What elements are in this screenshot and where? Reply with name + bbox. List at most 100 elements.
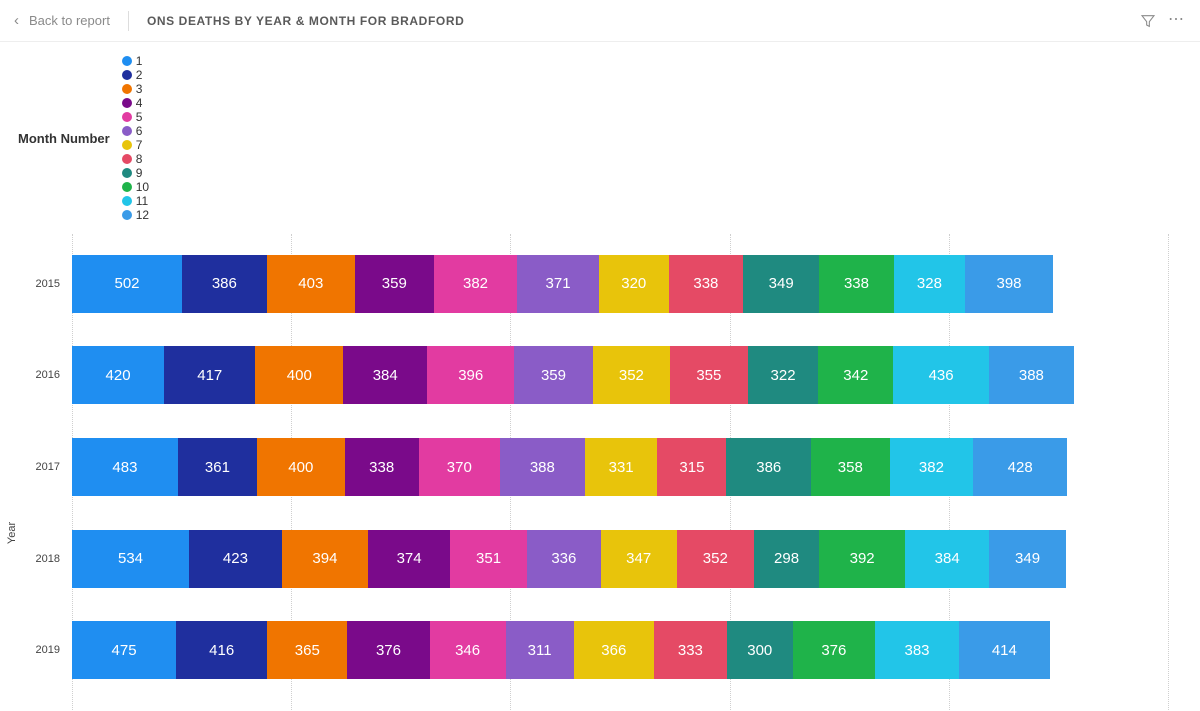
bar-segment[interactable]: 370 [419, 438, 500, 496]
legend-item-1[interactable]: 1 [122, 54, 149, 68]
bar-row: 502386403359382371320338349338328398 [72, 255, 1168, 313]
bar-segment[interactable]: 386 [182, 255, 267, 313]
bar-segment[interactable]: 502 [72, 255, 182, 313]
bar-segment[interactable]: 366 [574, 621, 654, 679]
bar-segment[interactable]: 428 [973, 438, 1067, 496]
bar-segment[interactable]: 374 [368, 530, 450, 588]
bar-segment[interactable]: 349 [989, 530, 1066, 588]
bar-segment[interactable]: 355 [670, 346, 748, 404]
legend-item-label: 10 [136, 180, 149, 194]
bar-segment[interactable]: 475 [72, 621, 176, 679]
legend: Month Number 123456789101112 [0, 42, 1200, 226]
bars: 5023864033593823713203383493383283984204… [72, 234, 1168, 711]
bar-segment[interactable]: 300 [727, 621, 793, 679]
bar-segment[interactable]: 338 [819, 255, 893, 313]
bar-segment[interactable]: 376 [793, 621, 875, 679]
bar-segment[interactable]: 423 [189, 530, 282, 588]
bar-segment[interactable]: 358 [811, 438, 889, 496]
bar-segment[interactable]: 396 [427, 346, 514, 404]
bar-segment[interactable]: 361 [178, 438, 257, 496]
legend-item-6[interactable]: 6 [122, 124, 149, 138]
legend-item-7[interactable]: 7 [122, 138, 149, 152]
legend-item-label: 4 [136, 96, 143, 110]
legend-swatch-icon [122, 98, 132, 108]
bar-segment[interactable]: 351 [450, 530, 527, 588]
bar-segment[interactable]: 359 [355, 255, 434, 313]
bar-segment[interactable]: 328 [894, 255, 966, 313]
bar-segment[interactable]: 338 [345, 438, 419, 496]
bar-segment[interactable]: 414 [959, 621, 1050, 679]
bar-segment[interactable]: 352 [677, 530, 754, 588]
bar-segment[interactable]: 342 [818, 346, 893, 404]
legend-item-8[interactable]: 8 [122, 152, 149, 166]
bar-segment[interactable]: 420 [72, 346, 164, 404]
legend-item-11[interactable]: 11 [122, 194, 149, 208]
page-title: ONS DEATHS BY YEAR & MONTH FOR BRADFORD [147, 14, 464, 28]
bar-segment[interactable]: 359 [514, 346, 593, 404]
bar-segment[interactable]: 336 [527, 530, 601, 588]
bar-segment[interactable]: 403 [267, 255, 355, 313]
legend-item-label: 9 [136, 166, 143, 180]
bar-segment[interactable]: 298 [754, 530, 819, 588]
legend-swatch-icon [122, 182, 132, 192]
legend-item-5[interactable]: 5 [122, 110, 149, 124]
bar-segment[interactable]: 371 [517, 255, 598, 313]
bar-segment[interactable]: 382 [890, 438, 974, 496]
bar-segment[interactable]: 400 [257, 438, 345, 496]
legend-swatch-icon [122, 140, 132, 150]
legend-item-3[interactable]: 3 [122, 82, 149, 96]
bar-segment[interactable]: 384 [343, 346, 427, 404]
bar-segment[interactable]: 320 [599, 255, 669, 313]
legend-item-4[interactable]: 4 [122, 96, 149, 110]
y-category-label: 2015 [16, 255, 72, 313]
bar-segment[interactable]: 346 [430, 621, 506, 679]
bar-segment[interactable]: 417 [164, 346, 255, 404]
bar-segment[interactable]: 322 [748, 346, 819, 404]
y-category-label: 2016 [16, 346, 72, 404]
more-options-icon[interactable]: ⋯ [1168, 9, 1186, 33]
legend-swatch-icon [122, 168, 132, 178]
bar-segment[interactable]: 394 [282, 530, 368, 588]
legend-swatch-icon [122, 210, 132, 220]
bar-segment[interactable]: 349 [743, 255, 820, 313]
legend-item-10[interactable]: 10 [122, 180, 149, 194]
legend-swatch-icon [122, 70, 132, 80]
bar-segment[interactable]: 388 [989, 346, 1074, 404]
back-label: Back to report [29, 13, 110, 28]
bar-segment[interactable]: 392 [819, 530, 905, 588]
header-actions: ⋯ [1140, 9, 1186, 33]
bar-segment[interactable]: 398 [965, 255, 1052, 313]
bar-segment[interactable]: 376 [347, 621, 429, 679]
bar-segment[interactable]: 382 [434, 255, 518, 313]
bar-segment[interactable]: 352 [593, 346, 670, 404]
bar-segment[interactable]: 388 [500, 438, 585, 496]
legend-item-label: 3 [136, 82, 143, 96]
bar-segment[interactable]: 483 [72, 438, 178, 496]
bar-segment[interactable]: 436 [893, 346, 989, 404]
legend-item-label: 11 [136, 194, 148, 208]
legend-item-2[interactable]: 2 [122, 68, 149, 82]
bar-segment[interactable]: 365 [267, 621, 347, 679]
y-axis-categories: 201520162017201820192020 [16, 234, 72, 711]
bar-segment[interactable]: 416 [176, 621, 267, 679]
bar-segment[interactable]: 383 [875, 621, 959, 679]
bar-segment[interactable]: 338 [669, 255, 743, 313]
filter-icon[interactable] [1140, 13, 1156, 29]
bar-segment[interactable]: 384 [905, 530, 989, 588]
plot-area: 5023864033593823713203383493383283984204… [72, 234, 1168, 711]
bar-segment[interactable]: 386 [726, 438, 811, 496]
back-to-report-button[interactable]: ‹ Back to report [14, 13, 110, 28]
bar-segment[interactable]: 347 [601, 530, 677, 588]
gridline [1168, 234, 1169, 711]
legend-item-9[interactable]: 9 [122, 166, 149, 180]
bar-segment[interactable]: 311 [506, 621, 574, 679]
bar-row: 420417400384396359352355322342436388 [72, 346, 1168, 404]
bar-segment[interactable]: 333 [654, 621, 727, 679]
bar-segment[interactable]: 400 [255, 346, 343, 404]
y-category-label: 2018 [16, 530, 72, 588]
legend-item-label: 5 [136, 110, 143, 124]
bar-segment[interactable]: 331 [585, 438, 658, 496]
bar-segment[interactable]: 534 [72, 530, 189, 588]
bar-segment[interactable]: 315 [657, 438, 726, 496]
legend-item-12[interactable]: 12 [122, 208, 149, 222]
